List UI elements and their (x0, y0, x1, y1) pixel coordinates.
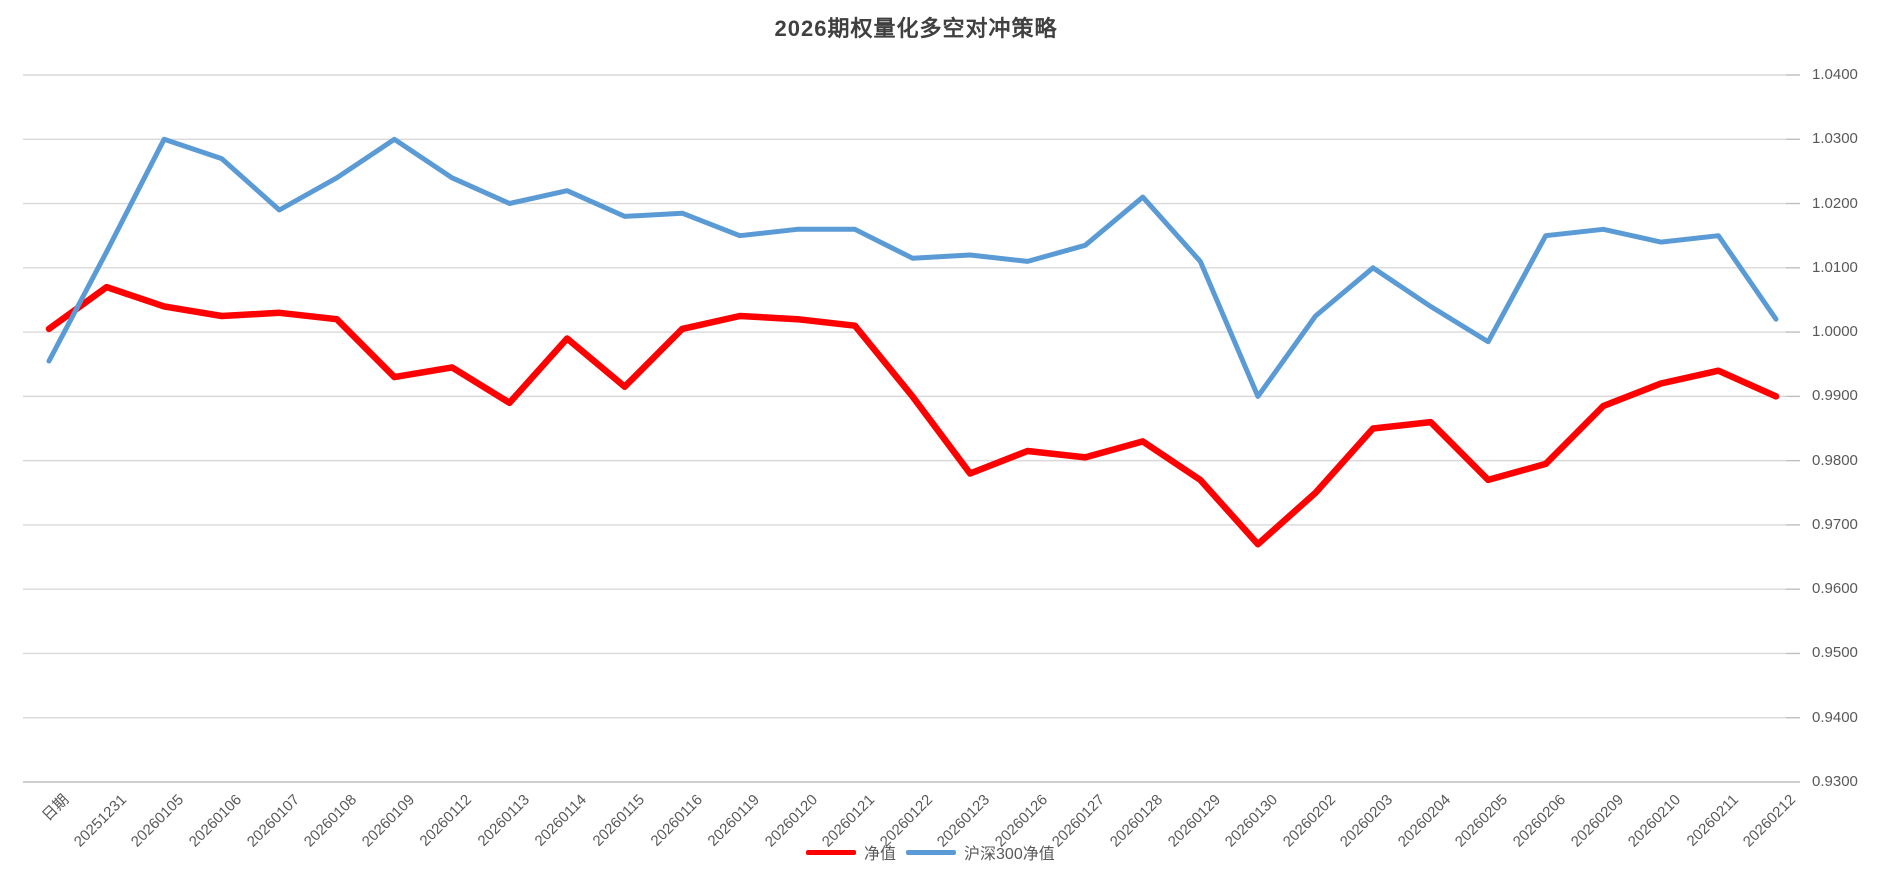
y-axis-tick-label: 1.0100 (1812, 258, 1858, 276)
y-axis-tick-label: 1.0200 (1812, 194, 1858, 212)
y-axis-tick-label: 0.9500 (1812, 644, 1858, 662)
chart-title: 2026期权量化多空对冲策略 (774, 16, 1058, 41)
legend-label-net-value: 净值 (864, 846, 897, 863)
y-axis-tick-label: 0.9900 (1812, 387, 1858, 405)
y-axis-tick-label: 1.0400 (1812, 66, 1858, 83)
legend-item-net-value: 净值 (806, 840, 896, 864)
legend-label-hs300: 沪深300净值 (964, 846, 1055, 863)
legend: 净值 沪深300净值 (806, 840, 1055, 864)
hs300-line-swatch (906, 849, 957, 855)
y-axis-tick-label: 0.9400 (1812, 708, 1858, 726)
y-axis-tick-label: 0.9600 (1812, 580, 1858, 598)
y-axis-tick-label: 0.9700 (1812, 515, 1858, 533)
net-value-line-swatch (806, 849, 856, 855)
y-axis-tick-label: 1.0300 (1812, 130, 1858, 148)
hs300-line (46, 136, 1779, 399)
legend-item-hs300: 沪深300净值 (906, 840, 1055, 864)
y-axis-tick-label: 0.9800 (1812, 451, 1858, 469)
y-axis-tick-label: 0.9300 (1812, 773, 1858, 790)
y-axis-tick-label: 1.0000 (1812, 323, 1858, 341)
net-value-line (45, 283, 1780, 548)
